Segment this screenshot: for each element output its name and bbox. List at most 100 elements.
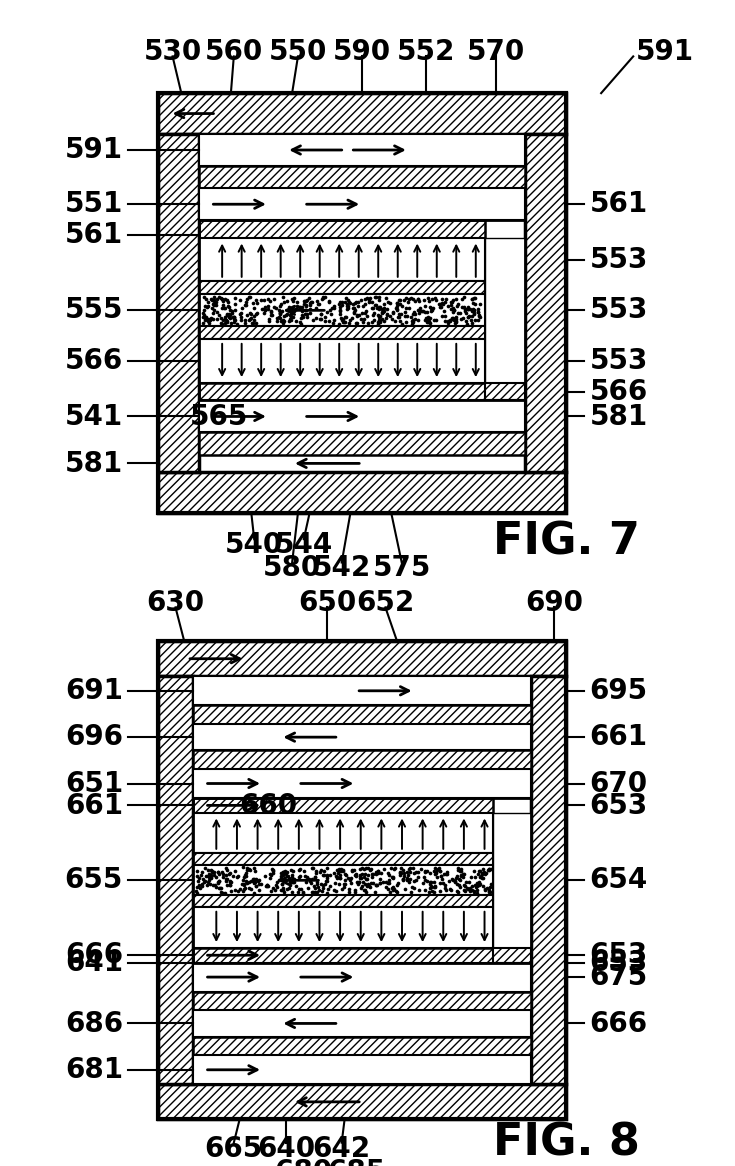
Point [408, 864, 420, 883]
Point [476, 864, 487, 883]
Point [443, 871, 455, 890]
Point [359, 302, 371, 321]
Point [286, 872, 298, 891]
Point [348, 303, 360, 322]
Point [349, 293, 361, 311]
Point [298, 862, 310, 880]
Point [237, 871, 248, 890]
Point [418, 302, 430, 321]
Point [434, 873, 445, 892]
Point [338, 865, 350, 884]
Point [395, 864, 406, 883]
Point [450, 866, 462, 885]
Point [277, 310, 289, 329]
Point [253, 871, 265, 890]
Point [415, 302, 427, 321]
Point [227, 868, 239, 886]
Point [419, 870, 431, 888]
Point [434, 297, 446, 316]
Point [336, 296, 348, 315]
Point [239, 296, 251, 315]
Point [372, 862, 384, 880]
Point [229, 295, 240, 314]
Point [354, 859, 365, 878]
Point [428, 878, 440, 897]
Point [196, 863, 208, 881]
Point [300, 297, 312, 316]
Text: 565: 565 [190, 402, 248, 430]
Point [212, 290, 223, 309]
Point [391, 294, 403, 312]
Point [354, 866, 365, 885]
Point [276, 314, 288, 332]
Point [287, 292, 298, 310]
Point [388, 859, 400, 878]
Point [458, 880, 470, 899]
Point [354, 869, 366, 887]
Point [445, 296, 456, 315]
Point [350, 868, 362, 886]
Point [287, 872, 299, 891]
Point [458, 288, 470, 307]
Point [423, 309, 435, 328]
Point [301, 290, 312, 309]
Point [323, 301, 335, 319]
Point [320, 871, 332, 890]
Point [413, 880, 425, 899]
Point [275, 311, 287, 330]
Bar [484, 238, 525, 384]
Point [367, 298, 379, 317]
Point [334, 304, 345, 323]
Point [435, 294, 447, 312]
Point [234, 308, 246, 326]
Point [459, 300, 470, 318]
Bar [525, 134, 565, 472]
Point [282, 311, 294, 330]
Point [403, 873, 415, 892]
Point [219, 308, 231, 326]
Point [441, 314, 453, 332]
Point [315, 310, 327, 329]
Point [228, 308, 240, 326]
Point [467, 881, 479, 900]
Point [220, 872, 232, 891]
Point [319, 308, 331, 326]
Point [357, 310, 369, 329]
Point [356, 312, 368, 331]
Text: 581: 581 [65, 449, 123, 478]
Point [422, 312, 434, 331]
Point [270, 872, 282, 891]
Point [484, 883, 495, 901]
Point [372, 315, 384, 333]
Point [466, 294, 478, 312]
Point [401, 871, 412, 890]
Point [213, 305, 225, 324]
Point [200, 308, 212, 326]
Point [334, 861, 345, 879]
Bar [198, 220, 484, 238]
Text: 544: 544 [274, 531, 332, 560]
Point [467, 289, 479, 308]
Point [424, 864, 436, 883]
Point [334, 861, 346, 879]
Point [232, 868, 243, 886]
Point [246, 871, 258, 890]
Point [264, 865, 276, 884]
Text: 685: 685 [327, 1158, 385, 1166]
Point [295, 301, 307, 319]
Point [202, 868, 214, 886]
Point [381, 293, 393, 311]
Point [340, 289, 352, 308]
Point [359, 295, 371, 314]
Point [374, 311, 386, 330]
Point [282, 869, 294, 887]
Point [318, 862, 330, 880]
Point [265, 305, 277, 324]
Point [454, 866, 466, 885]
Point [268, 297, 279, 316]
Point [231, 315, 243, 333]
Point [288, 301, 300, 319]
Point [335, 862, 347, 880]
Point [383, 866, 395, 885]
Bar [193, 895, 492, 907]
